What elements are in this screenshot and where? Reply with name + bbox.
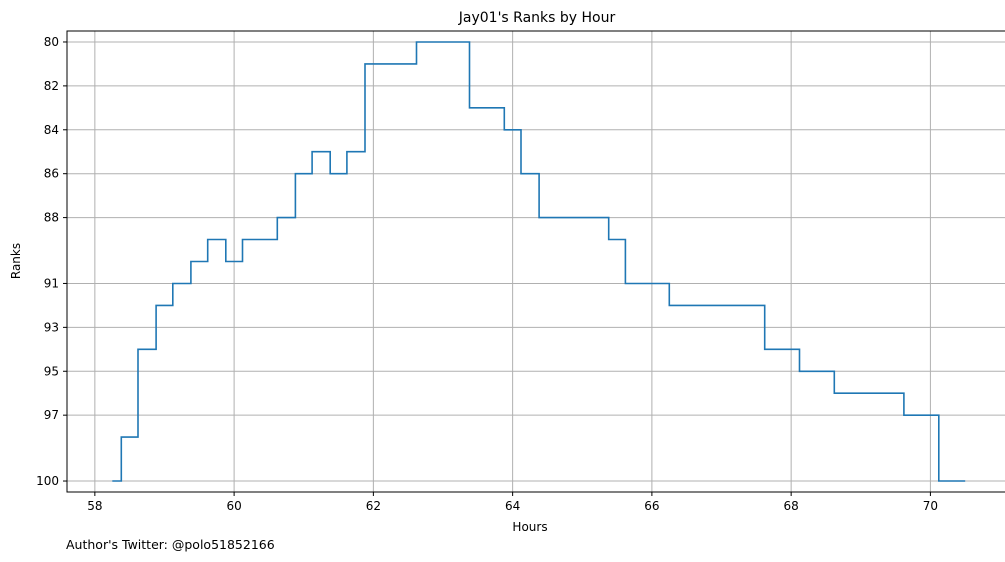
rank-step-line — [112, 41, 966, 482]
series-layer — [112, 41, 966, 482]
x-tick-label: 58 — [87, 499, 102, 513]
y-tick-label: 88 — [44, 211, 59, 225]
y-tick-label: 95 — [44, 364, 59, 378]
chart-title: Jay01's Ranks by Hour — [458, 10, 616, 26]
x-tick-label: 68 — [784, 499, 799, 513]
grid — [67, 31, 1005, 492]
y-tick-label: 93 — [44, 320, 59, 334]
y-axis-label: Ranks — [9, 243, 23, 279]
author-note: Author's Twitter: @polo51852166 — [66, 537, 275, 552]
x-tick-label: 62 — [366, 499, 381, 513]
x-axis-label: Hours — [512, 520, 547, 534]
y-tick-label: 84 — [44, 123, 59, 137]
plot-frame — [66, 30, 1005, 493]
y-tick-label: 80 — [44, 35, 59, 49]
x-axis: 58 60 62 64 66 68 70 — [87, 492, 938, 513]
y-tick-label: 100 — [36, 474, 59, 488]
y-axis: 80 82 84 86 88 91 93 95 97 100 — [36, 35, 67, 488]
x-tick-label: 60 — [226, 499, 241, 513]
y-tick-label: 86 — [44, 167, 59, 181]
x-tick-label: 66 — [644, 499, 659, 513]
x-tick-label: 70 — [923, 499, 938, 513]
y-tick-label: 97 — [44, 408, 59, 422]
y-tick-label: 82 — [44, 79, 59, 93]
y-tick-label: 91 — [44, 276, 59, 290]
x-tick-label: 64 — [505, 499, 520, 513]
